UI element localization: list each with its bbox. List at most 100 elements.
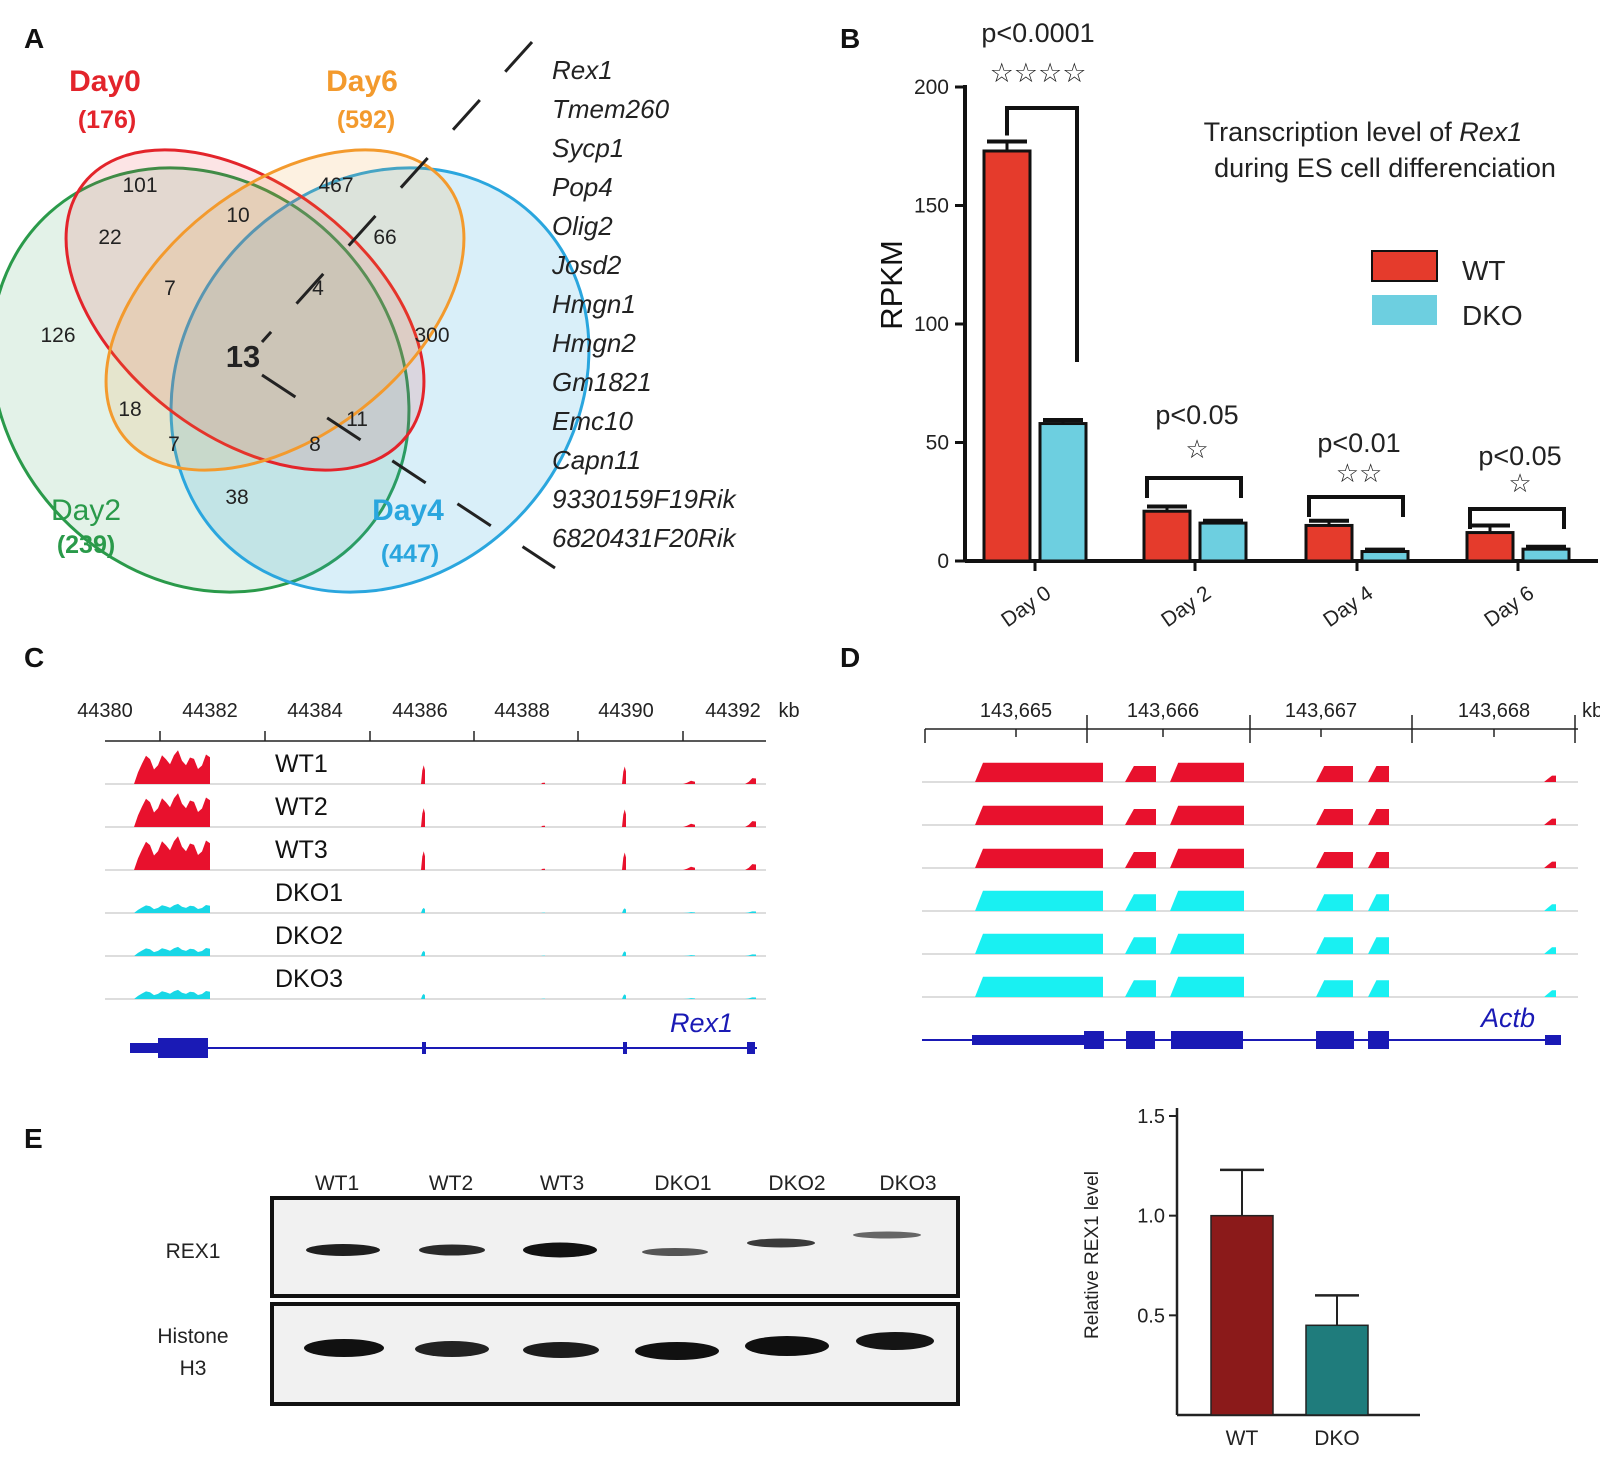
- track-label: WT3: [275, 836, 328, 864]
- coverage-peak: [683, 780, 695, 784]
- coverage-peak: [421, 851, 425, 870]
- blot-band: [642, 1248, 708, 1256]
- actb-exon: [1171, 1031, 1243, 1049]
- coverage-peak: [683, 866, 695, 870]
- significance-stars: ☆☆: [1336, 459, 1383, 489]
- coverage-peak: [683, 823, 695, 827]
- coverage-peak: [421, 765, 425, 784]
- coverage-peak: [622, 852, 626, 870]
- coverage-peak: [745, 821, 756, 827]
- blot-band: [745, 1336, 829, 1356]
- c-tick-label: 44388: [494, 700, 550, 722]
- significance-stars: ☆☆☆☆: [990, 58, 1087, 89]
- blot-band: [304, 1339, 384, 1357]
- coverage-peak: [1125, 766, 1156, 782]
- venn-count: 22: [98, 226, 121, 249]
- coverage-peak: [622, 809, 626, 827]
- bar-dko: [1198, 521, 1248, 563]
- coverage-peak: [975, 805, 1103, 825]
- coverage-peak: [1316, 852, 1353, 868]
- c-tick-label: 44386: [392, 700, 448, 722]
- coverage-peak: [745, 954, 756, 956]
- coverage-peak: [134, 946, 210, 956]
- bar-wt: [1465, 531, 1515, 563]
- coverage-peak: [1368, 894, 1389, 911]
- rpkm-bar-chart: RPKM Transcription level of Rex1 during …: [874, 18, 1598, 632]
- panel-b-label: B: [840, 23, 860, 54]
- gene-name: Rex1: [552, 55, 613, 85]
- coverage-peak: [1544, 904, 1556, 911]
- coverage-peak: [1125, 809, 1156, 825]
- lane-label: WT1: [315, 1172, 359, 1195]
- d-axis-ticks: [924, 715, 1576, 743]
- coverage-peak: [975, 848, 1103, 868]
- venn-count: 101: [122, 174, 157, 197]
- gene-name: 6820431F20Rik: [552, 523, 738, 553]
- venn-count: 7: [168, 433, 180, 456]
- coverage-peak: [1316, 766, 1353, 782]
- blot-row-label-h3: H3: [180, 1357, 207, 1380]
- set-count-day4: (447): [381, 540, 439, 568]
- track-label: WT2: [275, 793, 328, 821]
- blot-band: [306, 1244, 380, 1256]
- x-tick-label: Day 2: [1157, 582, 1215, 632]
- coverage-peak: [745, 911, 756, 913]
- actb-exon: [1126, 1031, 1155, 1049]
- lane-label: DKO3: [879, 1172, 936, 1195]
- c-tick-label: 44380: [77, 700, 133, 722]
- rex1-exon: [422, 1042, 426, 1054]
- coverage-peak: [745, 864, 756, 870]
- d-tick-label: 143,667: [1285, 700, 1357, 722]
- coverage-peak: [745, 997, 756, 999]
- gene-list: Rex1 Tmem260 Sycp1 Pop4 Olig2 Josd2 Hmgn…: [551, 55, 738, 553]
- coverage-peak: [1316, 894, 1353, 911]
- gene-name: Hmgn1: [552, 289, 636, 319]
- coverage-peak: [1544, 990, 1556, 997]
- coverage-peak: [134, 989, 210, 999]
- coverage-peak: [1316, 937, 1353, 954]
- venn-ellipse-day6: [104, 148, 466, 472]
- venn-count: 10: [226, 204, 249, 227]
- set-name-day6: Day6: [326, 65, 398, 98]
- legend-swatch-dko: [1372, 295, 1437, 325]
- d-tick-label: 143,665: [980, 700, 1052, 722]
- panel-e-label: E: [24, 1123, 43, 1154]
- coverage-peak: [1544, 775, 1556, 782]
- venn-diagram: Day0 (176) Day6 (592) Day2 (239) Day4 (4…: [0, 40, 591, 594]
- lane-label: WT3: [540, 1172, 584, 1195]
- blot-band: [523, 1342, 599, 1358]
- gene-name: Pop4: [552, 172, 613, 202]
- coverage-peak: [1170, 762, 1244, 782]
- callout-dash-lower: [261, 373, 556, 570]
- coverage-peak: [134, 903, 210, 913]
- set-name-day2: Day2: [51, 494, 121, 527]
- actb-exon: [1084, 1031, 1104, 1049]
- blot-band: [853, 1231, 921, 1239]
- venn-count: 11: [346, 408, 368, 431]
- blot-band: [747, 1238, 815, 1248]
- lane-label: WT2: [429, 1172, 473, 1195]
- coverage-peak: [975, 890, 1103, 911]
- bar-dko: [1038, 422, 1088, 563]
- bar-wt: [1304, 523, 1354, 563]
- rex1-exon: [747, 1042, 755, 1054]
- gene-name: 9330159F19Rik: [552, 484, 738, 514]
- d-tick-label: 143,668: [1458, 700, 1530, 722]
- chart-b-title: Transcription level of Rex1: [1204, 117, 1523, 147]
- gene-name: Josd2: [551, 250, 622, 280]
- coverage-peak: [622, 908, 626, 913]
- actb-exon: [1368, 1031, 1389, 1049]
- coverage-peak: [1368, 766, 1389, 782]
- coverage-peak: [421, 907, 425, 913]
- significance-stars: ☆: [1185, 435, 1208, 465]
- coverage-peak: [1170, 933, 1244, 954]
- set-count-day2: (239): [57, 531, 115, 559]
- venn-ellipse-day2: [0, 166, 411, 594]
- western-blot: WT1 WT2 WT3 DKO1 DKO2 DKO3 REX1 Histone …: [157, 1172, 960, 1406]
- legend-label-dko: DKO: [1462, 300, 1523, 331]
- coverage-peak: [745, 778, 756, 784]
- y-tick-label: 50: [926, 432, 949, 455]
- x-tick-label: Day 6: [1480, 582, 1538, 632]
- rex1-gene-label: Rex1: [670, 1008, 733, 1038]
